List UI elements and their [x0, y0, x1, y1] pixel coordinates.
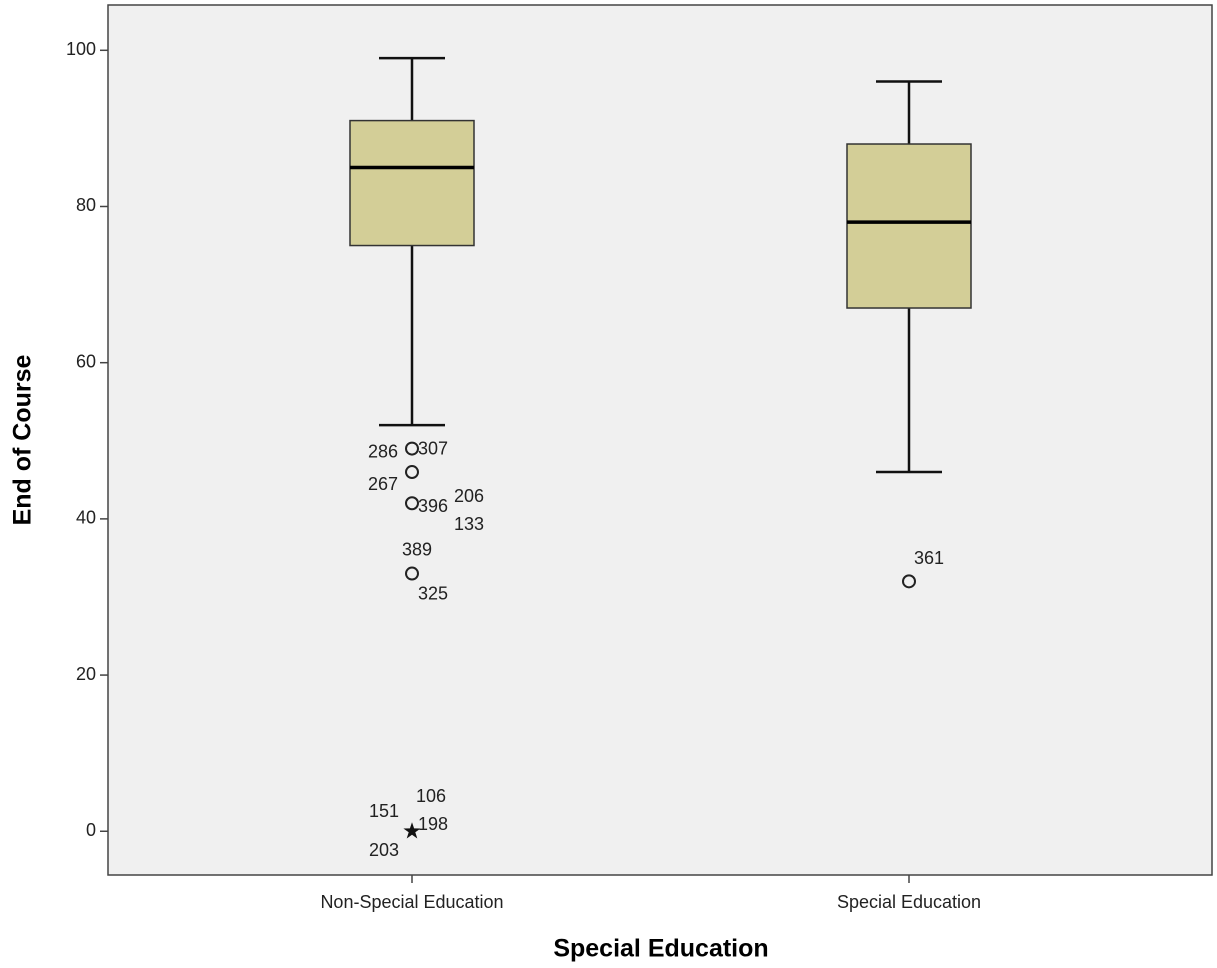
case-label: 203 — [369, 840, 399, 860]
y-tick-label: 80 — [76, 195, 96, 215]
x-tick-label: Non-Special Education — [320, 892, 503, 912]
case-label: 133 — [454, 514, 484, 534]
y-axis-title: End of Course — [9, 354, 37, 525]
case-label: 307 — [418, 438, 448, 458]
outlier — [405, 496, 419, 511]
case-label: 361 — [914, 548, 944, 568]
case-label: 151 — [369, 801, 399, 821]
box — [846, 143, 972, 309]
case-label: 325 — [418, 583, 448, 603]
outlier — [405, 441, 419, 456]
outlier — [405, 465, 419, 480]
outlier — [902, 574, 916, 589]
case-label: 198 — [418, 814, 448, 834]
box — [349, 119, 475, 247]
y-tick-label: 0 — [86, 820, 96, 840]
outlier — [405, 566, 419, 581]
case-label: 206 — [454, 486, 484, 506]
extreme — [403, 822, 421, 839]
case-label: 286 — [368, 441, 398, 461]
case-label: 389 — [402, 539, 432, 559]
case-label: 396 — [418, 496, 448, 516]
y-tick-label: 60 — [76, 351, 96, 371]
y-tick-label: 40 — [76, 508, 96, 528]
y-tick-label: 20 — [76, 664, 96, 684]
case-label: 267 — [368, 474, 398, 494]
x-axis-title: Special Education — [553, 935, 768, 963]
plot-area — [107, 4, 1213, 876]
y-tick-label: 100 — [66, 39, 96, 59]
x-tick-label: Special Education — [837, 892, 981, 912]
case-label: 106 — [416, 786, 446, 806]
